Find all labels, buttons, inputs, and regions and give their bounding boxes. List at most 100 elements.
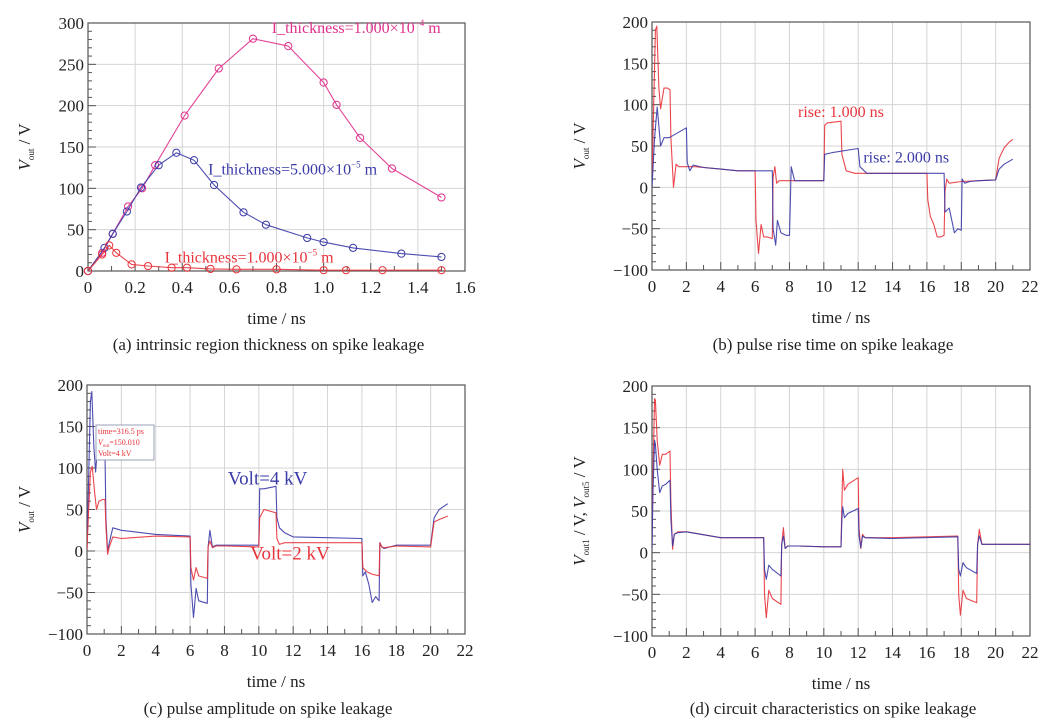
x-tick-label: 4 <box>716 277 725 296</box>
y-label-mid: / V, <box>570 508 589 540</box>
y-tick-label: 200 <box>58 376 84 395</box>
x-tick-label: 2 <box>682 643 691 662</box>
x-tick-label: 0.2 <box>125 278 146 297</box>
series-line-1 <box>87 465 449 581</box>
x-axis-label: time / ns <box>812 308 871 327</box>
x-tick-label: 0 <box>648 643 657 662</box>
y-tick-label: 100 <box>623 96 649 115</box>
series-line-1 <box>652 439 1030 580</box>
tooltip-volt: Volt=4 kV <box>98 449 132 458</box>
y-tick-label: 200 <box>59 97 85 116</box>
x-tick-label: 10 <box>815 277 832 296</box>
x-tick-label: 8 <box>785 277 794 296</box>
series-label-text: I_thickness=1.000×10 <box>272 20 415 37</box>
data-point-marker <box>172 148 181 157</box>
tooltip-time: time=316.5 ps <box>98 427 144 436</box>
series-label-text: I_thickness=5.000×10 <box>208 161 351 178</box>
y-tick-label: 0 <box>76 262 85 281</box>
y-label-unit: / V <box>570 456 589 482</box>
data-point-marker <box>138 184 147 193</box>
y-label-var: V <box>15 520 34 533</box>
series-label-unit: m <box>424 20 441 37</box>
x-tick-label: 0.4 <box>172 278 194 297</box>
data-point-marker <box>136 183 146 192</box>
x-tick-label: 6 <box>186 641 195 660</box>
y-tick-label: 300 <box>59 14 85 33</box>
data-point-marker <box>348 243 358 252</box>
x-tick-label: 8 <box>220 641 229 660</box>
x-tick-label: 18 <box>953 277 970 296</box>
data-point-marker <box>437 266 446 275</box>
y-label-var: V <box>570 157 589 170</box>
series-line-0 <box>652 397 1030 619</box>
x-tick-label: 20 <box>987 643 1004 662</box>
y-tick-label: 0 <box>75 542 84 561</box>
y-tick-label: −100 <box>48 625 83 644</box>
y-tick-label: 200 <box>623 377 649 396</box>
x-tick-label: 2 <box>117 641 126 660</box>
x-tick-label: 8 <box>785 643 794 662</box>
y-tick-label: 50 <box>66 501 83 520</box>
data-point-marker <box>105 241 114 250</box>
y-tick-label: −100 <box>613 261 648 280</box>
series-label-unit: m <box>317 250 334 267</box>
x-tick-label: 0 <box>83 641 92 660</box>
y-axis-label: Vout / V <box>15 123 36 171</box>
x-tick-label: 1.0 <box>313 278 334 297</box>
x-tick-label: 1.2 <box>360 278 381 297</box>
data-point-marker <box>189 156 199 165</box>
x-tick-label: 6 <box>751 643 760 662</box>
x-tick-label: 16 <box>918 277 935 296</box>
data-point-marker <box>437 193 446 202</box>
data-point-marker <box>437 252 446 262</box>
series-label: I_thickness=1.000×10−4 m <box>272 18 442 37</box>
series-label: Volt=2 kV <box>250 543 330 564</box>
tooltip-sub: out <box>103 444 110 449</box>
x-tick-label: 12 <box>285 641 302 660</box>
y-tick-label: 250 <box>59 55 85 74</box>
data-point-marker <box>319 266 328 275</box>
y-tick-label: 150 <box>59 138 85 157</box>
data-point-marker <box>232 265 241 274</box>
y-tick-label: 150 <box>623 54 649 73</box>
x-tick-label: 4 <box>151 641 160 660</box>
y-label-sub2: out5 <box>581 481 591 498</box>
tooltip-val: =150.010 <box>109 438 140 447</box>
y-tick-label: 100 <box>623 460 649 479</box>
y-tick-label: 200 <box>623 13 649 32</box>
y-label-sub: out <box>26 148 36 160</box>
data-point-marker <box>397 249 406 258</box>
series-label: Volt=4 kV <box>228 469 308 490</box>
series-line-0 <box>652 25 1014 255</box>
series-label: I_thickness=5.000×10−5 m <box>208 159 378 178</box>
y-label-var2: V <box>570 495 589 508</box>
data-point-marker <box>83 266 93 276</box>
data-point-marker <box>154 161 163 170</box>
x-tick-label: 16 <box>918 643 935 662</box>
y-tick-label: 50 <box>631 137 648 156</box>
series-label-text: Volt=2 kV <box>250 543 330 564</box>
x-tick-label: 18 <box>953 643 970 662</box>
y-label-sub: out <box>26 511 36 523</box>
series-label-text: Volt=4 kV <box>228 469 308 490</box>
data-point-marker <box>341 266 351 275</box>
y-label-unit: / V <box>15 123 34 149</box>
x-tick-label: 10 <box>250 641 267 660</box>
chart-caption: (c) pulse amplitude on spike leakage <box>144 699 393 718</box>
x-tick-label: 12 <box>850 643 867 662</box>
y-tick-label: −50 <box>621 585 648 604</box>
x-tick-label: 14 <box>884 277 902 296</box>
series-label-text: rise: 1.000 ns <box>798 104 884 121</box>
y-label-unit: / V <box>15 485 34 511</box>
chart-panel-c: 0 2 4 6 8 10 12 14 16 18 20 22 −100 −50 0 50 100 150 200 ti… <box>15 376 474 718</box>
y-tick-label: 150 <box>623 419 649 438</box>
y-tick-label: 50 <box>67 221 84 240</box>
chart-caption: (b) pulse rise time on spike leakage <box>713 335 954 354</box>
data-point-marker <box>272 265 281 274</box>
series-label: rise: 1.000 ns <box>798 104 884 121</box>
x-tick-label: 16 <box>353 641 370 660</box>
x-tick-label: 22 <box>1022 277 1039 296</box>
data-point-marker <box>206 264 215 274</box>
